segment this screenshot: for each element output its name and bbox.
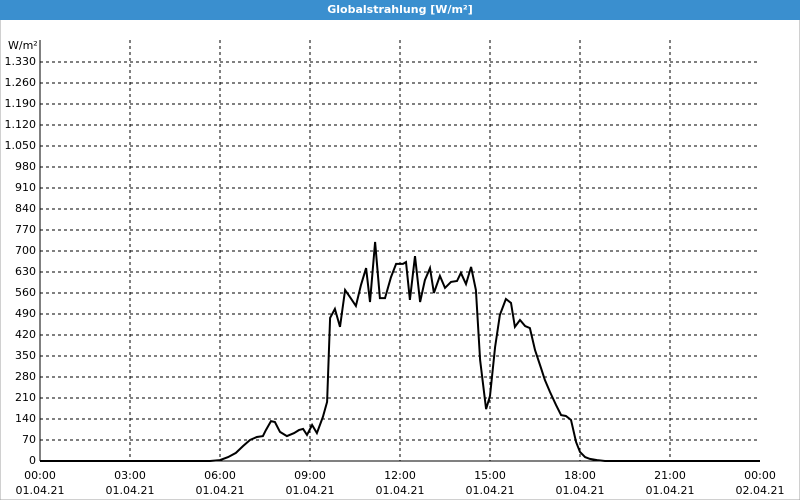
- x-tick-label: 21:00: [654, 469, 686, 482]
- x-tick-label: 01.04.21: [556, 484, 605, 497]
- x-tick-label: 01.04.21: [16, 484, 65, 497]
- data-line: [40, 241, 760, 462]
- x-tick-label: 02.04.21: [736, 484, 785, 497]
- y-tick-label: 1.120: [5, 118, 37, 131]
- y-tick-label: 1.330: [5, 55, 37, 68]
- y-tick-label: 210: [15, 391, 36, 404]
- y-tick-label: 980: [15, 160, 36, 173]
- x-tick-label: 01.04.21: [286, 484, 335, 497]
- x-tick-label: 18:00: [564, 469, 596, 482]
- x-tick-label: 01.04.21: [646, 484, 695, 497]
- x-tick-label: 03:00: [114, 469, 146, 482]
- y-tick-label: 0: [29, 454, 36, 467]
- chart-title: Globalstrahlung [W/m²]: [327, 3, 473, 16]
- y-tick-label: 1.190: [5, 97, 37, 110]
- y-tick-label: 1.260: [5, 76, 37, 89]
- x-tick-label: 12:00: [384, 469, 416, 482]
- y-tick-label: 420: [15, 328, 36, 341]
- x-tick-label: 01.04.21: [106, 484, 155, 497]
- y-tick-label: 840: [15, 202, 36, 215]
- x-tick-label: 00:00: [744, 469, 776, 482]
- y-tick-label: 1.050: [5, 139, 37, 152]
- y-tick-label: 70: [22, 433, 36, 446]
- header-bar: [0, 0, 800, 20]
- x-tick-label: 15:00: [474, 469, 506, 482]
- y-tick-label: 630: [15, 265, 36, 278]
- x-tick-label: 01.04.21: [376, 484, 425, 497]
- y-tick-label: 560: [15, 286, 36, 299]
- y-tick-label: 350: [15, 349, 36, 362]
- y-tick-label: 910: [15, 181, 36, 194]
- y-axis-label: W/m²: [8, 39, 38, 52]
- y-tick-label: 280: [15, 370, 36, 383]
- y-tick-label: 770: [15, 223, 36, 236]
- x-tick-label: 06:00: [204, 469, 236, 482]
- x-tick-label: 01.04.21: [466, 484, 515, 497]
- y-tick-label: 700: [15, 244, 36, 257]
- x-tick-label: 01.04.21: [196, 484, 245, 497]
- x-tick-label: 09:00: [294, 469, 326, 482]
- y-tick-label: 140: [15, 412, 36, 425]
- x-tick-label: 00:00: [24, 469, 56, 482]
- y-tick-label: 490: [15, 307, 36, 320]
